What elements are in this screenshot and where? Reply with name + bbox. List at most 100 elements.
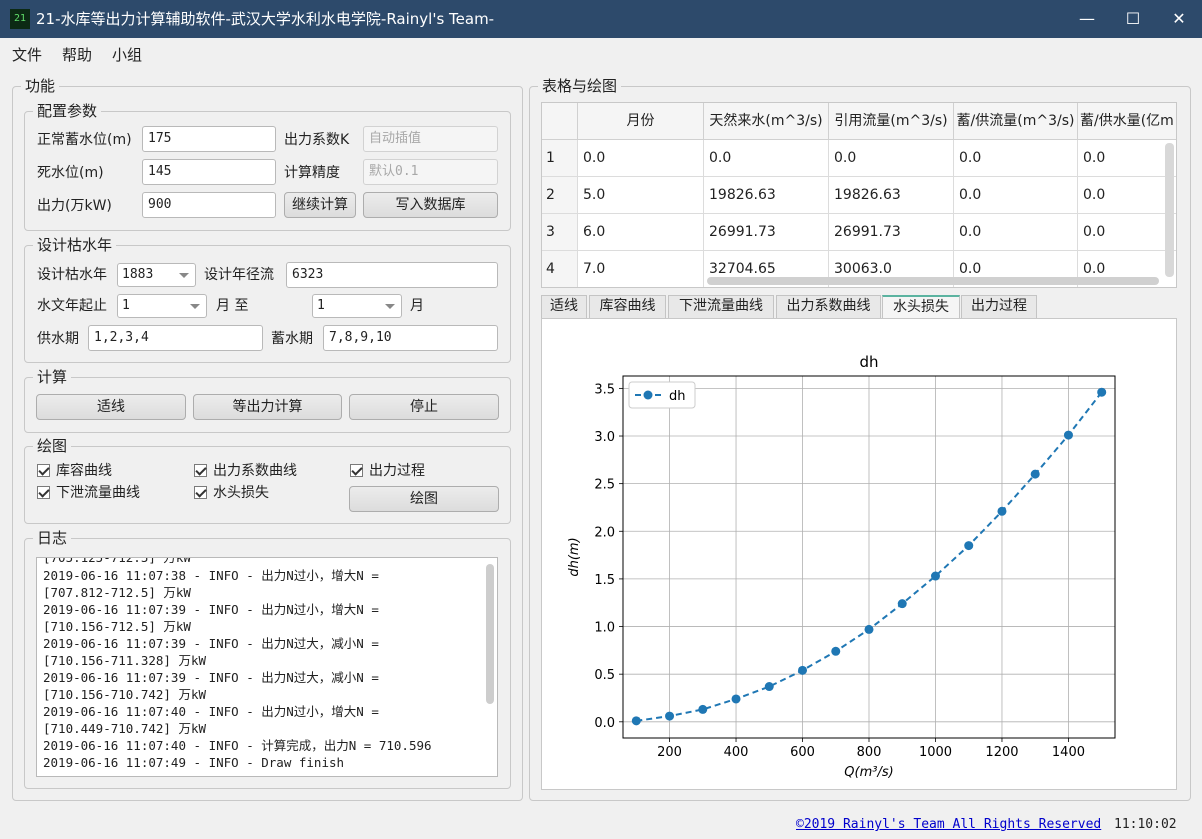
tab-capacity-curve[interactable]: 库容曲线	[589, 295, 666, 318]
config-group: 配置参数	[24, 102, 511, 231]
function-panel: 功能	[12, 77, 523, 801]
table-cell[interactable]: 0.0	[578, 140, 704, 177]
tab-output-process[interactable]: 出力过程	[961, 295, 1037, 318]
plot-group: 绘图	[24, 437, 511, 524]
plot-button[interactable]: 绘图	[349, 486, 499, 512]
dead-level-input[interactable]: 145	[142, 159, 276, 185]
x-tick-label: 600	[790, 745, 815, 760]
discharge-curve-label: 下泄流量曲线	[56, 485, 140, 501]
minimize-button[interactable]: —	[1079, 9, 1095, 28]
plot-group-title: 绘图	[33, 437, 72, 455]
x-tick-label: 800	[857, 745, 882, 760]
log-line: 2019-06-16 11:07:38 - INFO - 出力N过小，增大N =	[43, 568, 379, 583]
start-month-select[interactable]: 1	[117, 294, 207, 318]
table-cell[interactable]: 0.0	[1078, 251, 1176, 287]
tab-fit[interactable]: 适线	[541, 295, 587, 318]
table-cell[interactable]: 6.0	[578, 214, 704, 251]
table-cell[interactable]: 0.0	[954, 177, 1078, 214]
design-year-group-title: 设计枯水年	[33, 236, 117, 254]
table-cell[interactable]: 0.0	[704, 140, 829, 177]
capacity-curve-checkbox[interactable]: 库容曲线	[37, 462, 112, 480]
table-cell[interactable]: 0.0	[954, 251, 1078, 287]
table-header-storage-flow[interactable]: 蓄/供流量(m^3/s)	[954, 103, 1078, 140]
log-scrollbar[interactable]	[485, 562, 495, 772]
table-cell[interactable]: 5.0	[578, 177, 704, 214]
table-header-month[interactable]: 月份	[578, 103, 704, 140]
table-cell[interactable]: 0.0	[954, 214, 1078, 251]
supply-input[interactable]: 1,2,3,4	[88, 325, 263, 351]
table-cell[interactable]: 26991.73	[704, 214, 829, 251]
end-month-select[interactable]: 1	[312, 294, 402, 318]
copyright-link[interactable]: ©2019 Rainyl's Team All Rights Reserved	[796, 817, 1102, 832]
store-label: 蓄水期	[271, 331, 313, 347]
table-cell[interactable]: 19826.63	[829, 177, 954, 214]
y-tick-label: 1.5	[594, 573, 615, 588]
row-header[interactable]: 2	[542, 177, 578, 214]
table-cell[interactable]: 32704.65	[704, 251, 829, 287]
month-label: 月	[410, 298, 424, 314]
normal-level-input[interactable]: 175	[142, 126, 276, 152]
maximize-button[interactable]: ☐	[1125, 9, 1141, 28]
y-axis-label: dh(m)	[567, 537, 582, 576]
table-cell[interactable]: 7.0	[578, 251, 704, 287]
row-header[interactable]: 4	[542, 251, 578, 287]
table-cell[interactable]: 26991.73	[829, 214, 954, 251]
menu-help[interactable]: 帮助	[62, 46, 93, 64]
data-point	[864, 624, 874, 634]
continue-button[interactable]: 继续计算	[284, 192, 356, 218]
precision-input[interactable]: 默认0.1	[363, 159, 498, 185]
tab-discharge-curve[interactable]: 下泄流量曲线	[668, 295, 774, 318]
row-header[interactable]: 3	[542, 214, 578, 251]
table-header-storage-volume[interactable]: 蓄/供水量(亿m	[1078, 103, 1176, 140]
data-table[interactable]: 月份 天然来水(m^3/s) 引用流量(m^3/s) 蓄/供流量(m^3/s) …	[541, 102, 1177, 288]
table-cell[interactable]: 19826.63	[704, 177, 829, 214]
tab-head-loss[interactable]: 水头损失	[882, 295, 960, 318]
data-point	[930, 571, 940, 581]
menu-group[interactable]: 小组	[112, 46, 143, 64]
calc-group-title: 计算	[33, 368, 72, 386]
normal-level-label: 正常蓄水位(m)	[37, 132, 132, 148]
design-year-select[interactable]: 1883	[117, 263, 196, 287]
title-bar[interactable]: 21 21-水库等出力计算辅助软件-武汉大学水利水电学院-Rainyl's Te…	[0, 0, 1202, 38]
table-cell[interactable]: 0.0	[1078, 140, 1176, 177]
x-tick-label: 1200	[985, 745, 1018, 760]
write-db-button[interactable]: 写入数据库	[363, 192, 498, 218]
output-input[interactable]: 900	[142, 192, 276, 218]
start-month-value: 1	[122, 298, 130, 313]
close-button[interactable]: ✕	[1172, 9, 1186, 28]
discharge-curve-checkbox[interactable]: 下泄流量曲线	[37, 484, 140, 502]
data-point	[665, 711, 675, 721]
stop-button[interactable]: 停止	[349, 394, 499, 420]
log-line: 2019-06-16 11:07:39 - INFO - 出力N过大，减小N =	[43, 636, 379, 651]
table-hscroll-thumb[interactable]	[707, 277, 1159, 285]
plot-frame	[622, 375, 1116, 739]
head-loss-checkbox[interactable]: 水头损失	[194, 484, 269, 502]
fit-button[interactable]: 适线	[36, 394, 186, 420]
table-cell[interactable]: 0.0	[1078, 214, 1176, 251]
table-cell[interactable]: 0.0	[954, 140, 1078, 177]
log-line: [710.156-712.5] 万kW	[43, 619, 191, 634]
store-input[interactable]: 7,8,9,10	[323, 325, 498, 351]
table-header-usage[interactable]: 引用流量(m^3/s)	[829, 103, 954, 140]
log-textarea[interactable]: [705.125-712.5] 万kW 2019-06-16 11:07:38 …	[36, 557, 498, 777]
equal-output-button[interactable]: 等出力计算	[193, 394, 342, 420]
runoff-label: 设计年径流	[204, 267, 274, 283]
table-header-inflow[interactable]: 天然来水(m^3/s)	[704, 103, 829, 140]
row-header[interactable]: 1	[542, 140, 578, 177]
k-input[interactable]: 自动插值	[363, 126, 498, 152]
table-cell[interactable]: 0.0	[1078, 177, 1176, 214]
table-cell[interactable]: 30063.0	[829, 251, 954, 287]
log-scrollbar-thumb[interactable]	[486, 564, 494, 704]
menu-file[interactable]: 文件	[12, 46, 43, 64]
runoff-input[interactable]: 6323	[286, 262, 498, 288]
output-process-checkbox[interactable]: 出力过程	[350, 462, 425, 480]
data-point	[1030, 469, 1040, 479]
chart-title: dh	[859, 353, 878, 371]
coef-curve-checkbox[interactable]: 出力系数曲线	[194, 462, 297, 480]
log-line: [710.156-710.742] 万kW	[43, 687, 207, 702]
table-vscroll-thumb[interactable]	[1165, 143, 1174, 277]
data-point	[997, 506, 1007, 516]
table-cell[interactable]: 0.0	[829, 140, 954, 177]
tab-coef-curve[interactable]: 出力系数曲线	[776, 295, 881, 318]
coef-curve-label: 出力系数曲线	[213, 463, 297, 479]
